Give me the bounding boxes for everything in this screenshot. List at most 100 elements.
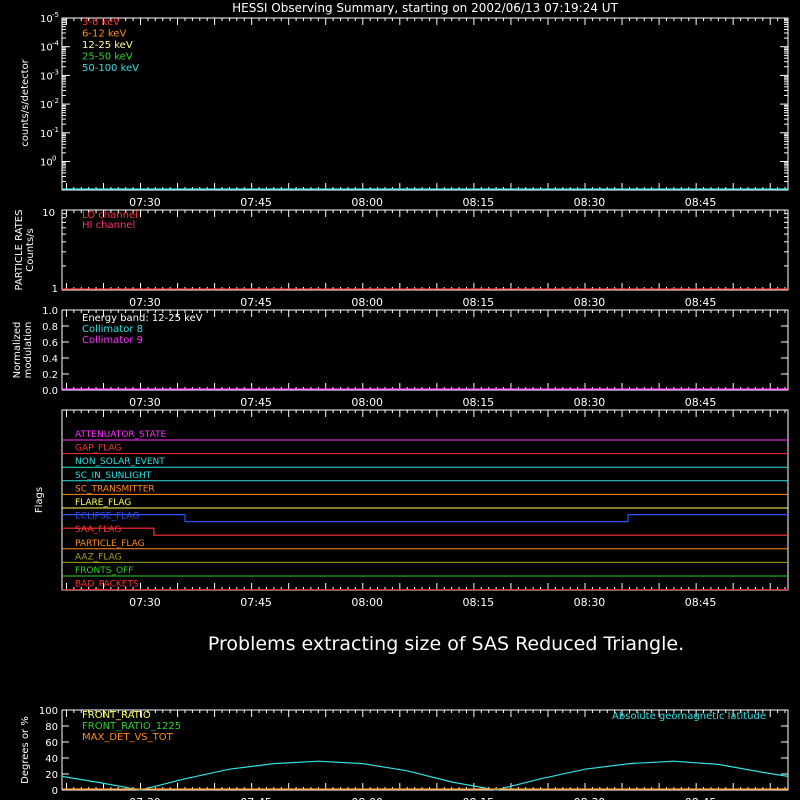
flag-label-bad-packets: BAD_PACKETS (75, 580, 139, 590)
flag-line (62, 513, 788, 523)
rates-y-tick-exponent: 0 (52, 155, 56, 163)
flag-label-sc-transmitter: SC_TRANSMITTER (75, 484, 155, 494)
modulation-panel-x-tick-label: 07:45 (240, 396, 272, 409)
ratios-y-tick-label: 40 (45, 754, 58, 765)
particle-y-label: PARTICLE RATES (14, 210, 25, 291)
chart-title: HESSI Observing Summary, starting on 200… (232, 1, 618, 15)
flag-label-non-solar-event: NON_SOLAR_EVENT (75, 457, 165, 467)
rates-panel-x-tick-label: 08:00 (351, 196, 383, 209)
rates-y-tick-label: 10 (40, 129, 53, 140)
particle-y-top: 10 (42, 208, 55, 219)
modulation-y-tick-label: 0.4 (42, 354, 58, 365)
ratios-panel-x-tick-label: 08:45 (685, 796, 717, 800)
sas-problem-message: Problems extracting size of SAS Reduced … (208, 633, 684, 655)
modulation-legend-entry: Energy band: 12-25 keV (82, 313, 203, 324)
ratios-panel-x-tick-label: 08:30 (574, 796, 606, 800)
particle-panel-x-tick-label: 07:45 (240, 296, 272, 309)
modulation-panel-x-tick-label: 07:30 (129, 396, 161, 409)
ratios-panel-x-tick-label: 08:15 (462, 796, 494, 800)
rates-y-tick-label: 10 (40, 100, 53, 111)
rates-panel-x-tick-label: 08:45 (685, 196, 717, 209)
modulation-y-tick-label: 0.6 (42, 338, 58, 349)
rates-y-tick-exponent: -2 (52, 97, 59, 105)
flags-panel-x-tick-label: 08:30 (574, 596, 606, 609)
rates-y-tick-label: 10 (40, 14, 53, 25)
rates-y-tick-label: 10 (40, 71, 53, 82)
flags-panel-x-tick-label: 08:00 (351, 596, 383, 609)
flag-label-attenuator-state: ATTENUATOR_STATE (75, 430, 167, 440)
flag-label-eclipse-flag: ECLIPSE_FLAG (75, 512, 139, 522)
modulation-y-tick-label: 0.8 (42, 322, 58, 333)
ratios-legend-entry: FRONT_RATIO_1225 (82, 721, 181, 732)
ratios-legend-entry: FRONT_RATIO (82, 710, 151, 721)
rates-y-tick-exponent: -4 (52, 40, 60, 48)
flags-panel-x-tick-label: 07:45 (240, 596, 272, 609)
modulation-panel-x-tick-label: 08:00 (351, 396, 383, 409)
latitude-line (61, 760, 789, 791)
rates-panel-x-tick-label: 07:30 (129, 196, 161, 209)
modulation-y-label-2: modulation (23, 322, 34, 379)
ratios-panel-x-tick-label: 07:30 (129, 796, 161, 800)
modulation-panel-x-tick-label: 08:30 (574, 396, 606, 409)
particle-y-label-units: Counts/s (25, 228, 36, 272)
latitude-legend: Absolute geomagnetic latitude (612, 711, 766, 722)
flag-line (62, 527, 788, 536)
rates-panel-x-tick-label: 08:30 (574, 196, 606, 209)
rates-y-tick-exponent: -5 (52, 11, 59, 19)
flag-label-aaz-flag: AAZ_FLAG (75, 552, 122, 562)
modulation-panel-x-tick-label: 08:15 (462, 396, 494, 409)
modulation-panel-x-tick-label: 08:45 (685, 396, 717, 409)
modulation-panel-frame (61, 309, 789, 391)
ratios-legend-entry: MAX_DET_VS_TOT (82, 732, 174, 743)
ratios-y-tick-label: 100 (39, 706, 58, 717)
rates-y-label: counts/s/detector (20, 58, 31, 146)
modulation-y-tick-label: 0.0 (42, 386, 58, 397)
particle-panel-x-tick-label: 07:30 (129, 296, 161, 309)
flag-label-flare-flag: FLARE_FLAG (75, 498, 131, 508)
ratios-panel-x-tick-label: 07:45 (240, 796, 272, 800)
flags-panel-x-tick-label: 08:15 (462, 596, 494, 609)
rates-legend-entry: 12-25 keV (82, 40, 133, 51)
modulation-legend-entry: Collimator 9 (82, 335, 143, 346)
rates-y-tick-exponent: -1 (52, 126, 59, 134)
rates-legend-entry: 50-100 keV (82, 63, 139, 74)
ratios-y-tick-label: 60 (45, 738, 58, 749)
rates-panel-frame (61, 17, 789, 191)
ratios-y-tick-label: 20 (45, 770, 58, 781)
ratios-y-tick-label: 0 (52, 786, 58, 797)
ratios-y-label: Degrees or % (20, 716, 31, 784)
particle-panel-x-tick-label: 08:30 (574, 296, 606, 309)
rates-panel-x-tick-label: 08:15 (462, 196, 494, 209)
particle-panel-x-tick-label: 08:15 (462, 296, 494, 309)
ratios-panel-x-tick-label: 08:00 (351, 796, 383, 800)
rates-legend-entry: 25-50 keV (82, 52, 133, 63)
rates-panel-x-tick-label: 07:45 (240, 196, 272, 209)
modulation-y-tick-label: 1.0 (42, 306, 58, 317)
rates-y-tick-label: 10 (40, 43, 53, 54)
rates-legend-entry: 6-12 keV (82, 29, 126, 40)
modulation-y-tick-label: 0.2 (42, 370, 58, 381)
flags-panel-frame (61, 409, 789, 591)
rates-y-tick-label: 10 (40, 158, 53, 169)
flag-label-fronts-off: FRONTS_OFF (75, 566, 133, 576)
flag-label-saa-flag: SAA_FLAG (75, 525, 121, 535)
flags-y-label: Flags (34, 487, 45, 513)
rates-legend-entry: 3-6 keV (82, 17, 120, 28)
flag-label-particle-flag: PARTICLE_FLAG (75, 539, 145, 549)
modulation-y-label: Normalized (12, 322, 23, 379)
flag-label-gap-flag: GAP_FLAG (75, 444, 121, 454)
particle-panel-x-tick-label: 08:00 (351, 296, 383, 309)
particle-panel-frame (61, 209, 789, 291)
particle-legend-entry: LO channel (82, 210, 138, 221)
particle-y-bottom: 1 (52, 284, 58, 295)
flags-panel-x-tick-label: 08:45 (685, 596, 717, 609)
ratios-panel-frame (61, 709, 789, 791)
flag-label-sc-in-sunlight: SC_IN_SUNLIGHT (75, 471, 152, 481)
flags-panel-x-tick-label: 07:30 (129, 596, 161, 609)
particle-panel-x-tick-label: 08:45 (685, 296, 717, 309)
particle-legend-entry: HI channel (82, 220, 135, 231)
modulation-legend-entry: Collimator 8 (82, 324, 143, 335)
rates-y-tick-exponent: -3 (52, 68, 59, 76)
ratios-y-tick-label: 80 (45, 722, 58, 733)
